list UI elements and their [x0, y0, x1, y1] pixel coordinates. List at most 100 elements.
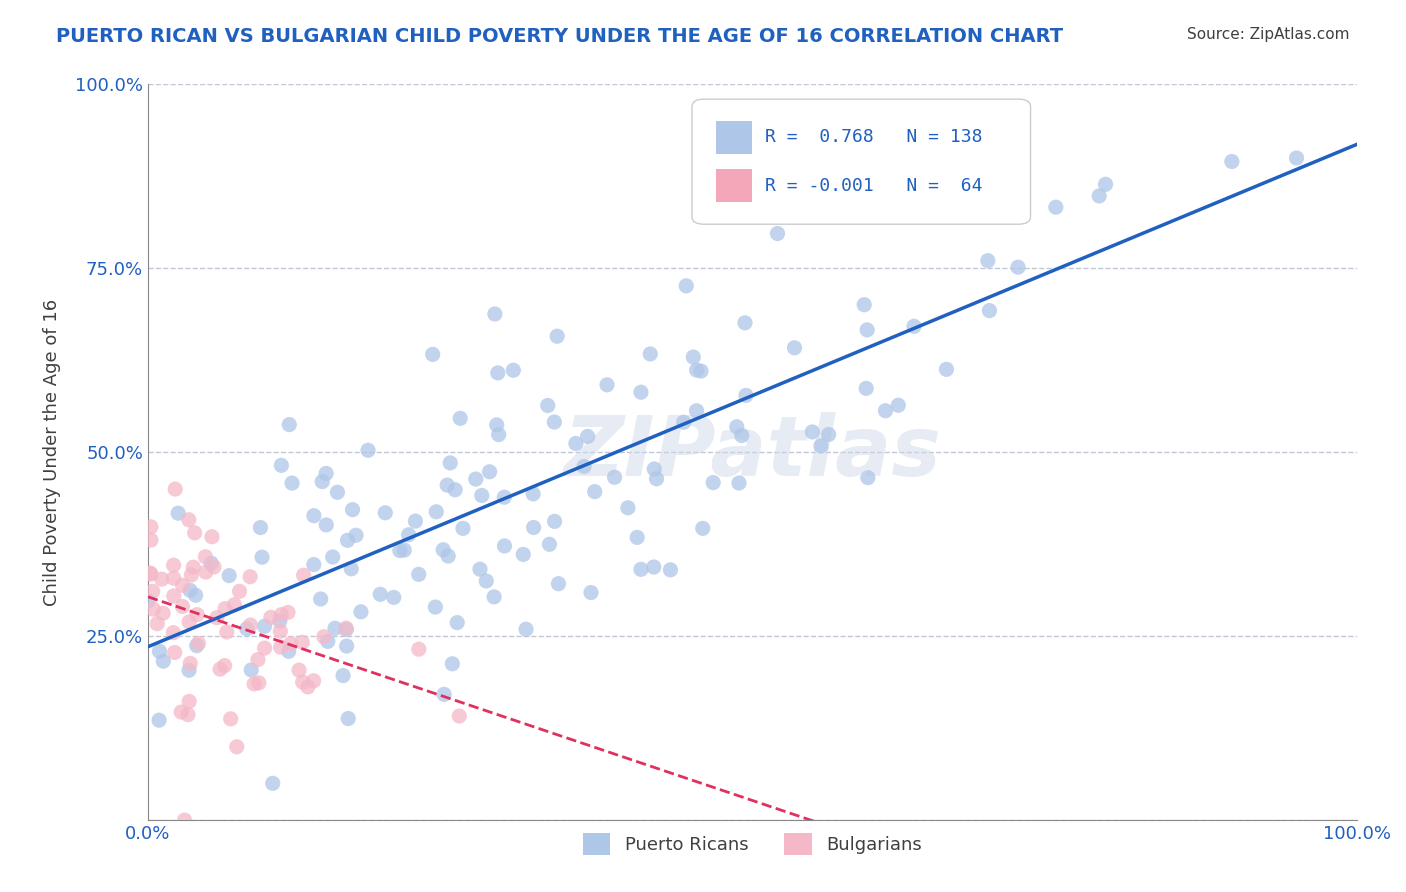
Point: [209, 662, 232, 676]
Point: [246, 652, 269, 666]
Point: [596, 377, 619, 392]
Point: [184, 588, 207, 602]
Point: [288, 663, 311, 677]
Point: [163, 589, 186, 603]
Point: [302, 508, 325, 523]
Point: [180, 567, 202, 582]
Point: [404, 514, 426, 528]
Point: [538, 537, 561, 551]
Point: [444, 483, 467, 497]
FancyBboxPatch shape: [692, 99, 1031, 224]
Point: [269, 624, 291, 639]
Point: [336, 533, 359, 548]
Point: [344, 528, 367, 542]
Point: [685, 363, 707, 377]
Point: [177, 513, 200, 527]
Point: [152, 654, 174, 668]
Point: [148, 713, 170, 727]
Point: [368, 587, 391, 601]
Point: [277, 606, 299, 620]
Point: [979, 303, 1001, 318]
Point: [239, 618, 262, 632]
Point: [630, 385, 652, 400]
FancyBboxPatch shape: [716, 169, 752, 202]
Point: [640, 347, 662, 361]
Point: [247, 676, 270, 690]
Point: [801, 425, 824, 439]
Point: [302, 558, 325, 572]
Point: [702, 475, 724, 490]
Point: [875, 404, 897, 418]
Point: [484, 307, 506, 321]
Point: [181, 560, 204, 574]
Point: [502, 363, 524, 377]
Point: [897, 205, 920, 219]
Point: [449, 411, 471, 425]
Point: [277, 644, 299, 658]
Point: [449, 709, 471, 723]
Point: [270, 607, 292, 622]
Point: [224, 598, 246, 612]
Point: [685, 403, 707, 417]
Point: [186, 639, 208, 653]
Point: [728, 476, 751, 491]
Point: [482, 590, 505, 604]
Point: [187, 636, 209, 650]
Point: [643, 462, 665, 476]
Point: [817, 427, 839, 442]
Point: [630, 562, 652, 576]
Point: [735, 388, 758, 402]
Point: [253, 619, 276, 633]
Point: [250, 550, 273, 565]
Text: ZIPatlas: ZIPatlas: [564, 412, 942, 492]
Point: [335, 621, 357, 635]
Point: [170, 705, 193, 719]
Text: R =  0.768   N = 138: R = 0.768 N = 138: [765, 128, 981, 146]
Point: [692, 521, 714, 535]
Point: [278, 417, 301, 432]
Text: Source: ZipAtlas.com: Source: ZipAtlas.com: [1187, 27, 1350, 42]
Point: [214, 658, 236, 673]
Point: [394, 543, 416, 558]
Point: [225, 739, 247, 754]
Point: [731, 428, 754, 442]
Point: [167, 506, 190, 520]
Point: [253, 641, 276, 656]
Point: [150, 572, 173, 586]
Text: R = -0.001   N =  64: R = -0.001 N = 64: [765, 177, 981, 195]
Point: [297, 680, 319, 694]
Point: [543, 415, 565, 429]
Point: [239, 570, 262, 584]
Point: [172, 578, 194, 592]
Point: [146, 616, 169, 631]
Point: [172, 599, 194, 614]
Point: [734, 316, 756, 330]
Point: [935, 362, 957, 376]
Point: [783, 341, 806, 355]
Point: [1007, 260, 1029, 275]
Point: [260, 610, 283, 624]
Point: [617, 500, 640, 515]
Point: [249, 520, 271, 534]
Point: [357, 443, 380, 458]
Point: [675, 278, 697, 293]
Point: [576, 429, 599, 443]
Point: [579, 585, 602, 599]
Point: [162, 558, 184, 573]
Point: [215, 624, 238, 639]
Point: [194, 565, 217, 579]
Point: [179, 583, 201, 598]
Point: [201, 530, 224, 544]
Point: [214, 601, 236, 615]
Point: [537, 399, 560, 413]
Point: [291, 635, 314, 649]
Point: [494, 490, 516, 504]
Point: [425, 505, 447, 519]
Point: [139, 520, 162, 534]
Point: [270, 640, 292, 654]
Point: [887, 398, 910, 412]
Text: PUERTO RICAN VS BULGARIAN CHILD POVERTY UNDER THE AGE OF 16 CORRELATION CHART: PUERTO RICAN VS BULGARIAN CHILD POVERTY …: [56, 27, 1063, 45]
Point: [659, 563, 682, 577]
Point: [468, 562, 491, 576]
Point: [446, 615, 468, 630]
